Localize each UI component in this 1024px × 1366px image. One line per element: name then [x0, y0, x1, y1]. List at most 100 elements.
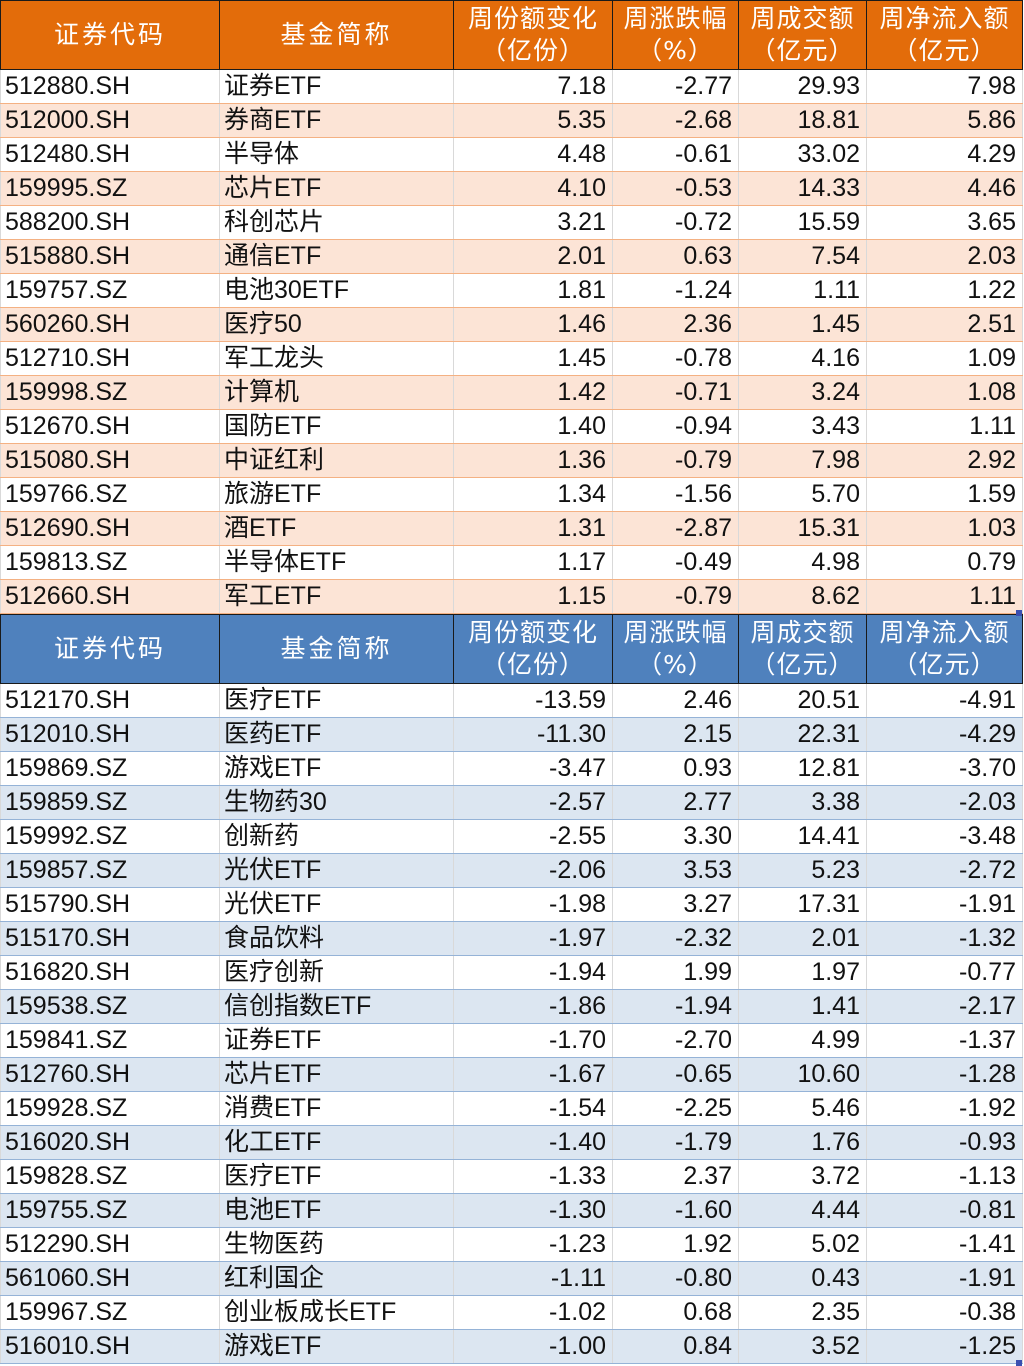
column-header-weekly-return[interactable]: 周涨跌幅 （%）	[612, 614, 739, 684]
cell-weekly-return[interactable]: -0.80	[612, 1261, 739, 1296]
cell-code[interactable]: 515880.SH	[0, 239, 220, 274]
cell-turnover[interactable]: 1.41	[738, 989, 867, 1024]
cell-code[interactable]: 512880.SH	[0, 69, 220, 104]
cell-code[interactable]: 512010.SH	[0, 717, 220, 752]
cell-name[interactable]: 科创芯片	[219, 205, 454, 240]
cell-code[interactable]: 512000.SH	[0, 103, 220, 138]
cell-net-inflow[interactable]: -3.48	[866, 819, 1023, 854]
column-header-net-inflow[interactable]: 周净流入额 （亿元）	[866, 0, 1023, 70]
cell-name[interactable]: 消费ETF	[219, 1091, 454, 1126]
cell-code[interactable]: 512480.SH	[0, 137, 220, 172]
cell-weekly-return[interactable]: 3.30	[612, 819, 739, 854]
cell-turnover[interactable]: 5.46	[738, 1091, 867, 1126]
cell-code[interactable]: 159766.SZ	[0, 477, 220, 512]
cell-code[interactable]: 159841.SZ	[0, 1023, 220, 1058]
cell-net-inflow[interactable]: -1.91	[866, 887, 1023, 922]
cell-name[interactable]: 游戏ETF	[219, 751, 454, 786]
cell-turnover[interactable]: 3.52	[738, 1329, 867, 1364]
cell-weekly-return[interactable]: -0.79	[612, 579, 739, 614]
column-header-code[interactable]: 证券代码	[0, 614, 220, 684]
cell-weekly-return[interactable]: -0.53	[612, 171, 739, 206]
cell-name[interactable]: 国防ETF	[219, 409, 454, 444]
cell-net-inflow[interactable]: 4.46	[866, 171, 1023, 206]
cell-share-change[interactable]: -1.33	[453, 1159, 613, 1194]
cell-share-change[interactable]: -13.59	[453, 683, 613, 718]
cell-name[interactable]: 医疗ETF	[219, 1159, 454, 1194]
cell-turnover[interactable]: 3.38	[738, 785, 867, 820]
cell-net-inflow[interactable]: 1.09	[866, 341, 1023, 376]
cell-turnover[interactable]: 4.99	[738, 1023, 867, 1058]
cell-share-change[interactable]: 7.18	[453, 69, 613, 104]
cell-code[interactable]: 512710.SH	[0, 341, 220, 376]
cell-turnover[interactable]: 1.97	[738, 955, 867, 990]
cell-net-inflow[interactable]: -1.41	[866, 1227, 1023, 1262]
cell-turnover[interactable]: 5.02	[738, 1227, 867, 1262]
cell-weekly-return[interactable]: -0.61	[612, 137, 739, 172]
cell-net-inflow[interactable]: -1.25	[866, 1329, 1023, 1364]
cell-name[interactable]: 医疗创新	[219, 955, 454, 990]
cell-code[interactable]: 159928.SZ	[0, 1091, 220, 1126]
cell-share-change[interactable]: -1.30	[453, 1193, 613, 1228]
cell-weekly-return[interactable]: 1.92	[612, 1227, 739, 1262]
cell-code[interactable]: 512690.SH	[0, 511, 220, 546]
cell-code[interactable]: 159859.SZ	[0, 785, 220, 820]
cell-share-change[interactable]: 4.10	[453, 171, 613, 206]
cell-net-inflow[interactable]: -0.81	[866, 1193, 1023, 1228]
cell-share-change[interactable]: -1.11	[453, 1261, 613, 1296]
cell-name[interactable]: 生物药30	[219, 785, 454, 820]
cell-code[interactable]: 159755.SZ	[0, 1193, 220, 1228]
cell-net-inflow[interactable]: 2.51	[866, 307, 1023, 342]
cell-name[interactable]: 军工龙头	[219, 341, 454, 376]
cell-weekly-return[interactable]: -1.56	[612, 477, 739, 512]
cell-weekly-return[interactable]: -1.79	[612, 1125, 739, 1160]
cell-net-inflow[interactable]: -1.91	[866, 1261, 1023, 1296]
cell-weekly-return[interactable]: 2.36	[612, 307, 739, 342]
cell-name[interactable]: 医疗50	[219, 307, 454, 342]
cell-name[interactable]: 创业板成长ETF	[219, 1295, 454, 1330]
cell-net-inflow[interactable]: -1.28	[866, 1057, 1023, 1092]
cell-net-inflow[interactable]: -2.17	[866, 989, 1023, 1024]
cell-turnover[interactable]: 29.93	[738, 69, 867, 104]
cell-weekly-return[interactable]: 1.99	[612, 955, 739, 990]
cell-net-inflow[interactable]: -0.77	[866, 955, 1023, 990]
cell-name[interactable]: 光伏ETF	[219, 853, 454, 888]
cell-net-inflow[interactable]: -1.92	[866, 1091, 1023, 1126]
cell-turnover[interactable]: 33.02	[738, 137, 867, 172]
cell-share-change[interactable]: 1.15	[453, 579, 613, 614]
cell-weekly-return[interactable]: 2.77	[612, 785, 739, 820]
cell-share-change[interactable]: -1.02	[453, 1295, 613, 1330]
cell-name[interactable]: 电池ETF	[219, 1193, 454, 1228]
cell-code[interactable]: 159857.SZ	[0, 853, 220, 888]
cell-net-inflow[interactable]: -0.38	[866, 1295, 1023, 1330]
cell-turnover[interactable]: 15.31	[738, 511, 867, 546]
cell-net-inflow[interactable]: -3.70	[866, 751, 1023, 786]
cell-net-inflow[interactable]: 1.11	[866, 409, 1023, 444]
cell-name[interactable]: 医疗ETF	[219, 683, 454, 718]
cell-turnover[interactable]: 0.43	[738, 1261, 867, 1296]
cell-share-change[interactable]: -2.06	[453, 853, 613, 888]
cell-turnover[interactable]: 4.44	[738, 1193, 867, 1228]
cell-code[interactable]: 512170.SH	[0, 683, 220, 718]
cell-name[interactable]: 电池30ETF	[219, 273, 454, 308]
cell-turnover[interactable]: 1.76	[738, 1125, 867, 1160]
cell-code[interactable]: 560260.SH	[0, 307, 220, 342]
cell-weekly-return[interactable]: -2.68	[612, 103, 739, 138]
cell-net-inflow[interactable]: -0.93	[866, 1125, 1023, 1160]
column-header-name[interactable]: 基金简称	[219, 614, 454, 684]
column-header-name[interactable]: 基金简称	[219, 0, 454, 70]
cell-weekly-return[interactable]: 3.53	[612, 853, 739, 888]
cell-name[interactable]: 计算机	[219, 375, 454, 410]
selection-fill-handle[interactable]	[1016, 610, 1022, 616]
cell-code[interactable]: 561060.SH	[0, 1261, 220, 1296]
cell-net-inflow[interactable]: 4.29	[866, 137, 1023, 172]
cell-code[interactable]: 159538.SZ	[0, 989, 220, 1024]
cell-code[interactable]: 159967.SZ	[0, 1295, 220, 1330]
cell-turnover[interactable]: 4.98	[738, 545, 867, 580]
cell-code[interactable]: 159828.SZ	[0, 1159, 220, 1194]
cell-turnover[interactable]: 14.41	[738, 819, 867, 854]
cell-code[interactable]: 159757.SZ	[0, 273, 220, 308]
cell-weekly-return[interactable]: 3.27	[612, 887, 739, 922]
cell-weekly-return[interactable]: -0.49	[612, 545, 739, 580]
cell-share-change[interactable]: 1.36	[453, 443, 613, 478]
cell-turnover[interactable]: 3.24	[738, 375, 867, 410]
